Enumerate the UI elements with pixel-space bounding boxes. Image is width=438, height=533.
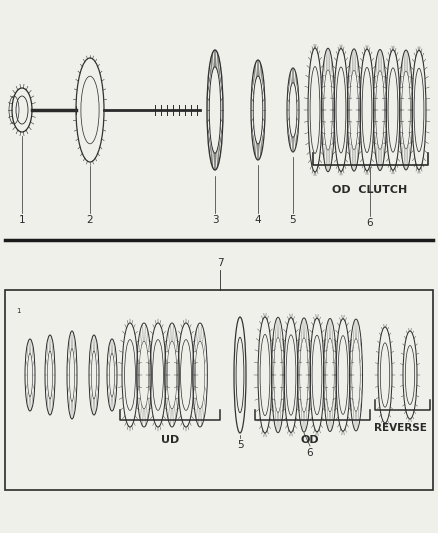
Text: REVERSE: REVERSE xyxy=(374,423,427,433)
Text: 5: 5 xyxy=(290,215,297,225)
Text: OD: OD xyxy=(301,435,319,445)
Text: 1: 1 xyxy=(19,215,25,225)
Text: 2: 2 xyxy=(87,215,93,225)
Text: 5: 5 xyxy=(237,440,244,450)
Text: 6: 6 xyxy=(367,218,373,228)
Text: 3: 3 xyxy=(212,215,218,225)
Text: 1: 1 xyxy=(16,308,20,314)
Text: UD: UD xyxy=(161,435,179,445)
Text: 7: 7 xyxy=(217,258,223,268)
Text: 4: 4 xyxy=(254,215,261,225)
Text: OD  CLUTCH: OD CLUTCH xyxy=(332,185,408,195)
Bar xyxy=(5,290,433,490)
Text: 6: 6 xyxy=(307,448,313,458)
